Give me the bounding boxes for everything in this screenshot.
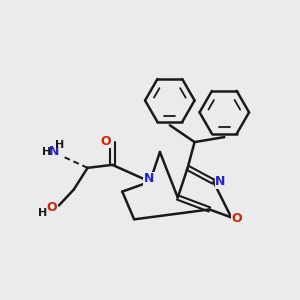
Text: H: H [55,140,64,150]
Text: N: N [49,146,59,158]
Text: N: N [215,175,226,188]
Text: N: N [144,172,154,185]
Text: O: O [100,135,111,148]
Text: O: O [46,201,57,214]
Text: O: O [232,212,242,225]
Text: H: H [42,147,52,157]
Text: H: H [38,208,48,218]
